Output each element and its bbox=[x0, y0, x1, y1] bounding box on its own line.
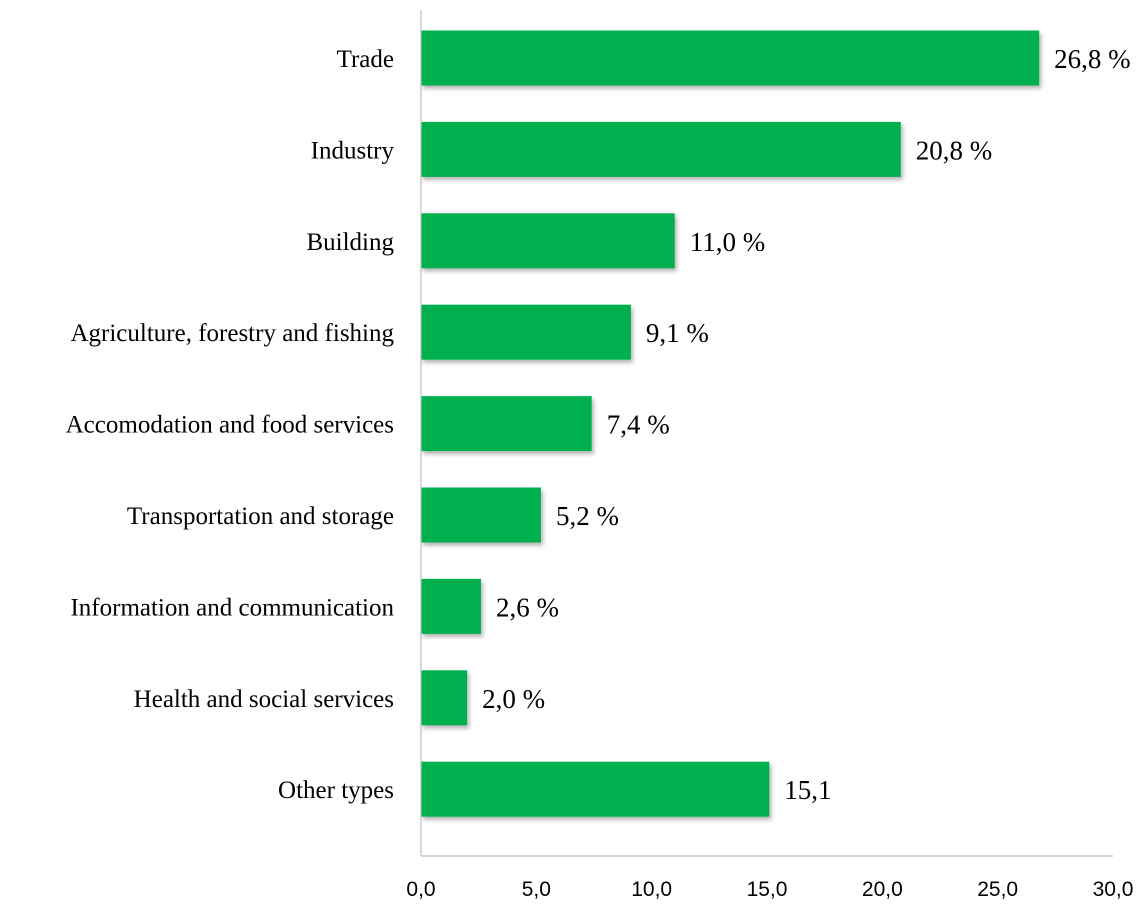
bar-industry bbox=[421, 121, 901, 177]
bar-trade bbox=[421, 30, 1040, 86]
data-label-transportation-and-storage: 5,2 % bbox=[556, 501, 619, 531]
x-tick-label: 0,0 bbox=[406, 878, 435, 901]
data-label-industry: 20,8 % bbox=[916, 135, 993, 165]
category-label-trade: Trade bbox=[337, 46, 394, 73]
category-label-accomodation-and-food-services: Accomodation and food services bbox=[66, 412, 394, 439]
data-label-information-and-communication: 2,6 % bbox=[496, 592, 559, 622]
bar-agriculture-forestry-and-fishing bbox=[421, 304, 631, 360]
data-label-other-types: 15,1 bbox=[784, 775, 831, 805]
x-tick-label: 30,0 bbox=[1093, 878, 1134, 901]
category-label-industry: Industry bbox=[311, 137, 395, 164]
x-tick-label: 20,0 bbox=[862, 878, 903, 901]
bars bbox=[421, 30, 1040, 817]
data-label-agriculture-forestry-and-fishing: 9,1 % bbox=[646, 318, 709, 348]
x-tick-label: 15,0 bbox=[747, 878, 788, 901]
category-label-other-types: Other types bbox=[278, 777, 394, 804]
data-label-building: 11,0 % bbox=[690, 227, 766, 257]
x-tick-labels: 0,0 5,0 10,0 15,0 20,0 25,0 30,0 bbox=[406, 878, 1133, 901]
axes bbox=[420, 10, 1113, 857]
x-tick-label: 10,0 bbox=[631, 878, 672, 901]
x-tick-label: 25,0 bbox=[977, 878, 1018, 901]
category-label-building: Building bbox=[306, 229, 394, 256]
category-labels: Trade Industry Building Agriculture, fores… bbox=[66, 46, 395, 804]
bar-other-types bbox=[421, 761, 770, 817]
bar-health-and-social-services bbox=[421, 670, 468, 726]
bar-transportation-and-storage bbox=[421, 487, 541, 543]
data-label-health-and-social-services: 2,0 % bbox=[482, 684, 545, 714]
category-label-health-and-social-services: Health and social services bbox=[134, 686, 394, 713]
bar-information-and-communication bbox=[421, 578, 481, 634]
data-label-accomodation-and-food-services: 7,4 % bbox=[607, 410, 670, 440]
category-label-transportation-and-storage: Transportation and storage bbox=[127, 503, 394, 530]
bar-accomodation-and-food-services bbox=[421, 396, 592, 452]
bar-building bbox=[421, 213, 675, 269]
x-tick-label: 5,0 bbox=[522, 878, 551, 901]
data-label-trade: 26,8 % bbox=[1054, 44, 1131, 74]
category-label-agriculture-forestry-and-fishing: Agriculture, forestry and fishing bbox=[70, 320, 394, 347]
category-label-information-and-communication: Information and communication bbox=[70, 594, 394, 621]
data-labels: 26,8 % 20,8 % 11,0 % 9,1 % 7,4 % 5,2 % 2,6 % 2,… bbox=[482, 44, 1131, 805]
